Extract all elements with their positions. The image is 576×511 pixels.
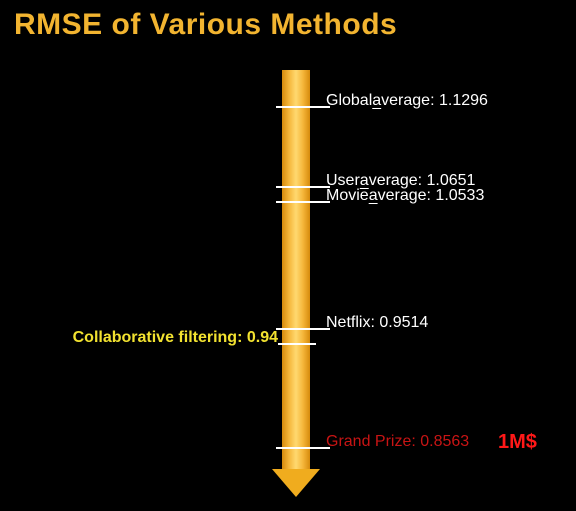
arrow-shaft xyxy=(282,70,310,470)
tick xyxy=(278,343,316,345)
entry-label-underline: a xyxy=(369,187,378,205)
entry-label-rest: verage: xyxy=(378,187,431,205)
rmse-entry: Movie average: 1.0533 xyxy=(326,187,484,205)
tick xyxy=(276,186,330,188)
entry-label-rest: verage: xyxy=(381,92,434,110)
rmse-entry: Collaborative filtering: 0.94 xyxy=(73,329,278,347)
tick xyxy=(276,201,330,203)
entry-label: Global xyxy=(326,92,372,110)
entry-value: 1.1296 xyxy=(435,92,488,110)
page-title: RMSE of Various Methods xyxy=(14,8,397,42)
tick xyxy=(276,447,330,449)
entry-label: Movie xyxy=(326,187,369,205)
entry-value: 0.94 xyxy=(242,329,278,347)
rmse-arrow xyxy=(282,70,330,497)
rmse-entry: Grand Prize: 0.8563 xyxy=(326,433,469,451)
entry-label-underline: a xyxy=(372,92,381,110)
prize-callout: 1M$ xyxy=(498,431,537,454)
tick xyxy=(276,106,330,108)
entry-label: Collaborative filtering: xyxy=(73,329,243,347)
entry-label: Netflix: xyxy=(326,314,375,332)
rmse-entry: Global average: 1.1296 xyxy=(326,92,488,110)
entry-value: 0.8563 xyxy=(416,433,469,451)
tick xyxy=(276,328,330,330)
entry-label: Grand Prize: xyxy=(326,433,416,451)
rmse-entry: Netflix: 0.9514 xyxy=(326,314,428,332)
arrow-head-icon xyxy=(272,469,320,497)
entry-value: 1.0533 xyxy=(431,187,484,205)
entry-value: 0.9514 xyxy=(375,314,428,332)
